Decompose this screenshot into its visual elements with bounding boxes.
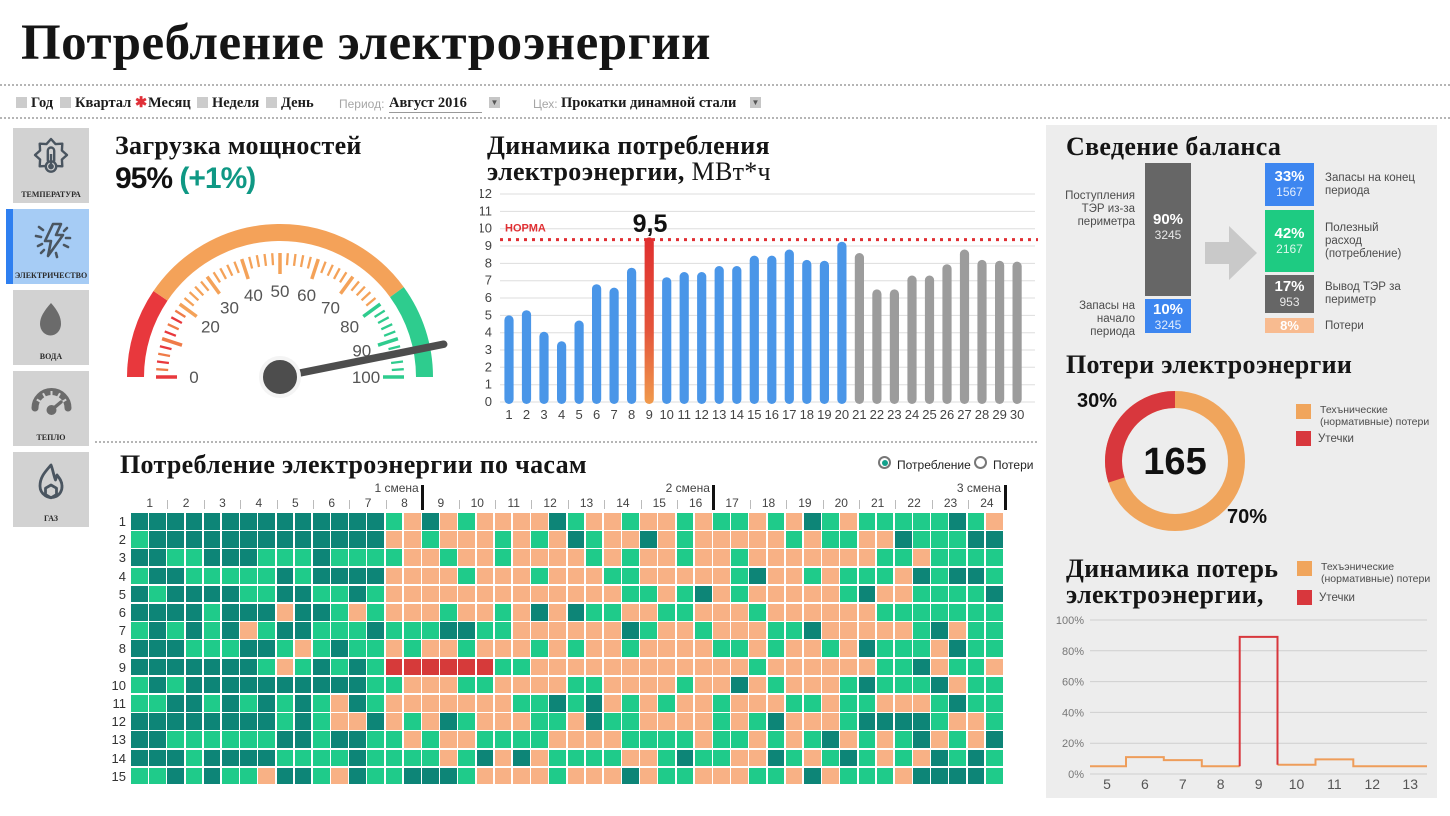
svg-text:70: 70 bbox=[321, 298, 340, 317]
svg-text:1: 1 bbox=[485, 377, 492, 392]
svg-text:6: 6 bbox=[593, 407, 600, 422]
svg-text:22: 22 bbox=[870, 407, 884, 422]
svg-text:20: 20 bbox=[835, 407, 849, 422]
svg-text:12: 12 bbox=[1365, 776, 1381, 792]
svg-text:13: 13 bbox=[1402, 776, 1418, 792]
svg-text:20%: 20% bbox=[1062, 738, 1084, 750]
svg-text:26: 26 bbox=[940, 407, 954, 422]
svg-text:24: 24 bbox=[905, 407, 919, 422]
svg-text:1: 1 bbox=[505, 407, 512, 422]
svg-text:20: 20 bbox=[201, 318, 220, 337]
svg-text:60: 60 bbox=[297, 286, 316, 305]
svg-text:29: 29 bbox=[992, 407, 1006, 422]
svg-text:30: 30 bbox=[220, 298, 239, 317]
svg-text:7: 7 bbox=[485, 273, 492, 288]
svg-text:15: 15 bbox=[747, 407, 761, 422]
svg-text:100%: 100% bbox=[1056, 615, 1084, 627]
svg-text:8: 8 bbox=[485, 255, 492, 270]
svg-text:2: 2 bbox=[523, 407, 530, 422]
svg-text:0: 0 bbox=[485, 394, 492, 409]
svg-text:14: 14 bbox=[730, 407, 744, 422]
svg-text:13: 13 bbox=[712, 407, 726, 422]
svg-text:18: 18 bbox=[800, 407, 814, 422]
svg-text:40: 40 bbox=[244, 286, 263, 305]
svg-text:3: 3 bbox=[540, 407, 547, 422]
svg-text:5: 5 bbox=[575, 407, 582, 422]
svg-text:НОРМА: НОРМА bbox=[505, 223, 546, 235]
svg-text:9: 9 bbox=[1255, 776, 1263, 792]
svg-text:10: 10 bbox=[659, 407, 673, 422]
svg-text:12: 12 bbox=[694, 407, 708, 422]
svg-text:12: 12 bbox=[480, 186, 492, 201]
svg-text:80%: 80% bbox=[1062, 646, 1084, 658]
svg-text:5: 5 bbox=[1103, 776, 1111, 792]
svg-text:5: 5 bbox=[485, 307, 492, 322]
svg-text:90: 90 bbox=[352, 341, 371, 360]
svg-text:6: 6 bbox=[485, 290, 492, 305]
svg-text:9: 9 bbox=[646, 407, 653, 422]
svg-text:11: 11 bbox=[480, 203, 492, 218]
svg-text:7: 7 bbox=[610, 407, 617, 422]
svg-text:40%: 40% bbox=[1062, 707, 1084, 719]
svg-text:23: 23 bbox=[887, 407, 901, 422]
svg-text:2: 2 bbox=[485, 359, 492, 374]
svg-text:8: 8 bbox=[1217, 776, 1225, 792]
svg-text:100: 100 bbox=[352, 368, 380, 387]
svg-text:10: 10 bbox=[1289, 776, 1305, 792]
svg-text:50: 50 bbox=[271, 282, 290, 301]
svg-text:6: 6 bbox=[1141, 776, 1149, 792]
svg-text:7: 7 bbox=[1179, 776, 1187, 792]
svg-text:10: 10 bbox=[480, 221, 492, 236]
svg-text:11: 11 bbox=[1327, 776, 1342, 792]
svg-text:16: 16 bbox=[765, 407, 779, 422]
svg-text:27: 27 bbox=[957, 407, 971, 422]
svg-text:0: 0 bbox=[189, 368, 198, 387]
svg-text:21: 21 bbox=[852, 407, 866, 422]
svg-text:60%: 60% bbox=[1062, 677, 1084, 689]
svg-text:4: 4 bbox=[558, 407, 565, 422]
svg-text:25: 25 bbox=[922, 407, 936, 422]
svg-text:3: 3 bbox=[485, 342, 492, 357]
svg-text:8: 8 bbox=[628, 407, 635, 422]
svg-text:11: 11 bbox=[677, 407, 691, 422]
svg-text:30: 30 bbox=[1010, 407, 1024, 422]
svg-text:4: 4 bbox=[485, 325, 492, 340]
svg-text:9: 9 bbox=[485, 238, 492, 253]
svg-text:0%: 0% bbox=[1068, 769, 1084, 781]
svg-text:17: 17 bbox=[782, 407, 796, 422]
svg-text:80: 80 bbox=[340, 318, 359, 337]
svg-text:9,5: 9,5 bbox=[633, 210, 668, 238]
svg-text:28: 28 bbox=[975, 407, 989, 422]
svg-text:19: 19 bbox=[817, 407, 831, 422]
